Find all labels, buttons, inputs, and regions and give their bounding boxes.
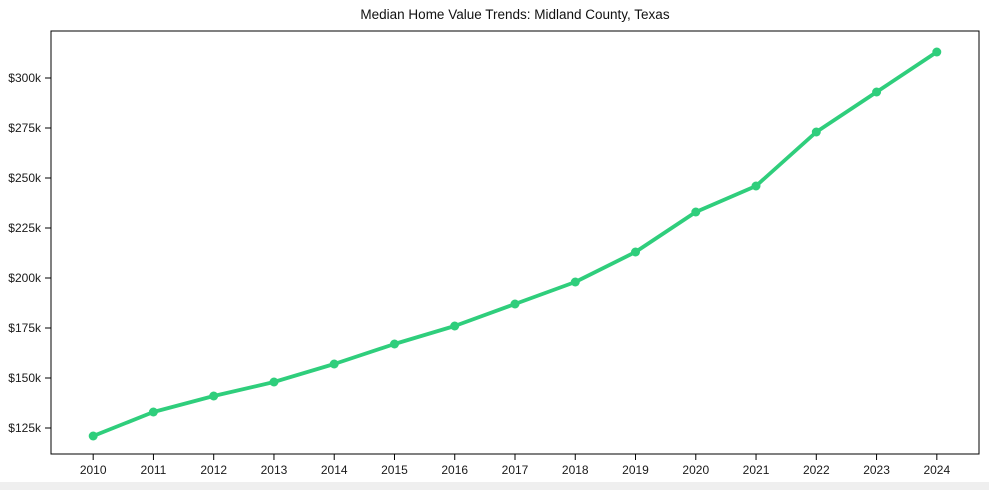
x-tick-label: 2014 bbox=[321, 463, 348, 477]
x-tick-label: 2010 bbox=[80, 463, 107, 477]
data-point bbox=[570, 277, 580, 287]
data-point bbox=[450, 321, 460, 331]
data-point bbox=[269, 377, 279, 387]
x-tick-label: 2013 bbox=[261, 463, 288, 477]
x-tick-label: 2021 bbox=[743, 463, 770, 477]
data-point bbox=[390, 339, 399, 349]
series-group bbox=[88, 47, 942, 441]
data-point bbox=[209, 391, 219, 401]
x-axis: 2010 2011 2012 2013 2014 2015 2016 2017 2018 2019… bbox=[80, 454, 950, 477]
y-tick-label: $175k bbox=[8, 321, 42, 335]
x-tick-label: 2016 bbox=[441, 463, 468, 477]
chart-title: Median Home Value Trends: Midland County… bbox=[360, 7, 670, 22]
data-point bbox=[510, 299, 520, 309]
y-tick-label: $200k bbox=[8, 271, 42, 285]
plot-border bbox=[50, 30, 980, 455]
data-point bbox=[751, 181, 761, 191]
x-tick-label: 2011 bbox=[141, 463, 167, 477]
data-point bbox=[811, 127, 821, 137]
data-point bbox=[872, 87, 882, 97]
y-tick-label: $250k bbox=[8, 171, 42, 185]
series-line bbox=[91, 50, 939, 438]
y-axis: $125k $150k $175k $200k $225k $250k $275k $300k bbox=[8, 71, 51, 435]
x-tick-label: 2019 bbox=[622, 463, 649, 477]
y-tick-label: $275k bbox=[8, 121, 42, 135]
x-tick-label: 2017 bbox=[502, 463, 529, 477]
y-tick-label: $125k bbox=[8, 421, 42, 435]
x-tick-label: 2018 bbox=[562, 463, 589, 477]
x-tick-label: 2015 bbox=[381, 463, 408, 477]
data-point bbox=[932, 47, 942, 57]
page-background-strip bbox=[0, 482, 989, 490]
x-tick-label: 2022 bbox=[803, 463, 830, 477]
y-tick-label: $300k bbox=[8, 71, 42, 85]
data-point bbox=[329, 359, 339, 369]
data-point bbox=[148, 407, 158, 417]
y-tick-label: $225k bbox=[8, 221, 42, 235]
y-tick-label: $150k bbox=[8, 371, 42, 385]
data-point bbox=[88, 431, 98, 441]
x-tick-label: 2012 bbox=[200, 463, 227, 477]
x-tick-label: 2023 bbox=[863, 463, 890, 477]
x-tick-label: 2024 bbox=[923, 463, 950, 477]
data-point bbox=[691, 207, 701, 217]
data-point bbox=[631, 247, 640, 257]
x-tick-label: 2020 bbox=[682, 463, 709, 477]
